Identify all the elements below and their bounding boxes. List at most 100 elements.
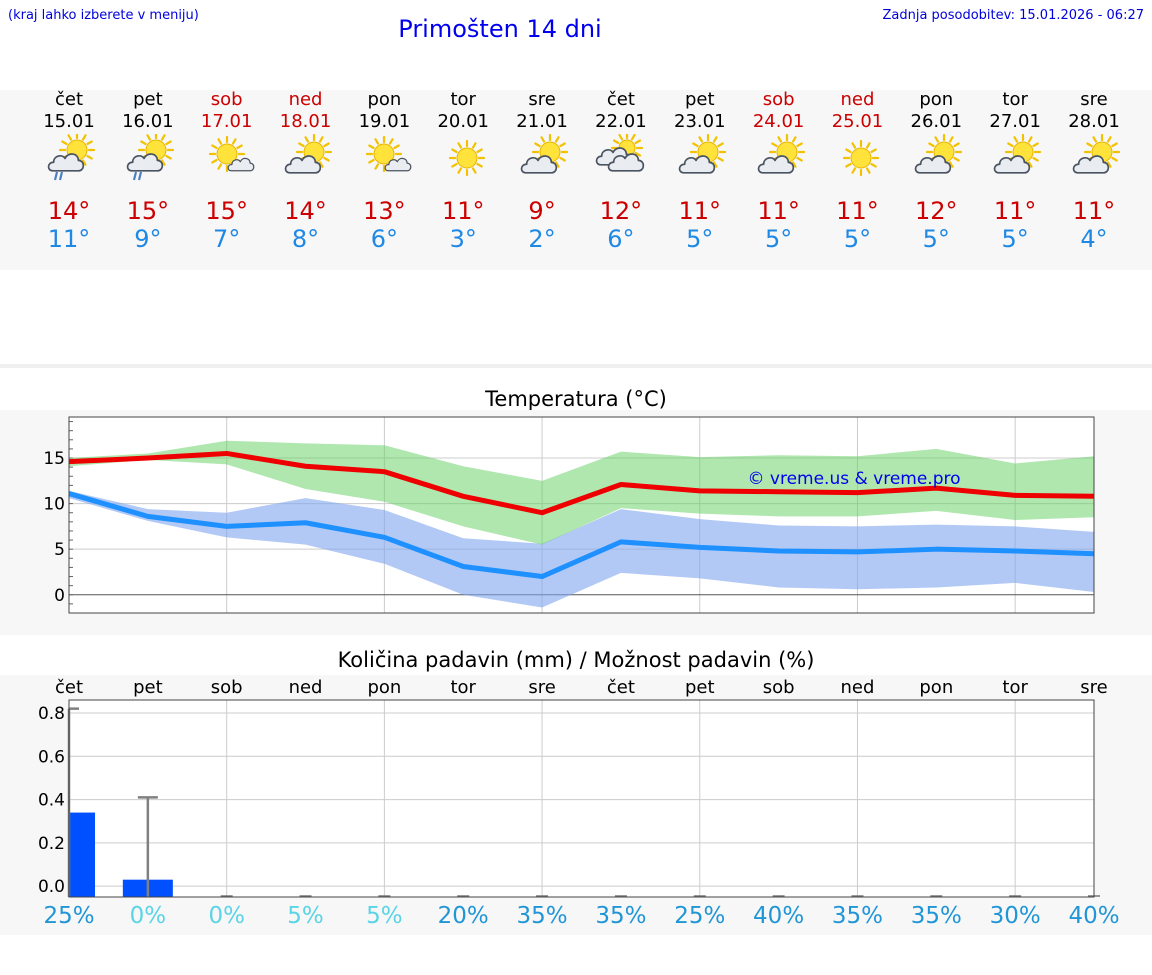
day-name: pon (919, 89, 954, 110)
page-title: Primošten 14 dni (398, 15, 602, 43)
separator (0, 364, 1152, 368)
precip-chance-label: 5% (366, 903, 403, 929)
temp-min: 3° (449, 225, 477, 253)
day-date: 20.01 (437, 111, 489, 132)
min-range-band (69, 490, 1094, 608)
day-name: ned (840, 89, 875, 110)
x-category-label: pon (919, 677, 953, 698)
y-tick-label: 0 (54, 586, 65, 606)
temp-min: 5° (922, 225, 950, 253)
sun-icon (366, 135, 403, 173)
cloud-icon (607, 153, 645, 172)
day-date: 21.01 (516, 111, 568, 132)
day-header: pon 26.01 (896, 89, 976, 133)
cloud-icon (757, 155, 794, 174)
temp-max: 11° (1072, 197, 1116, 225)
precip-chance-label: 35% (595, 903, 647, 929)
sun-icon (843, 139, 880, 177)
x-category-label: pet (133, 677, 163, 698)
day-header: pon 19.01 (344, 89, 424, 133)
day-name: sre (528, 89, 556, 110)
weather-icon (993, 134, 1042, 174)
temp-min: 8° (291, 225, 320, 253)
temp-max: 14° (284, 197, 327, 225)
cloud-icon (914, 155, 952, 174)
day-header: tor 27.01 (975, 89, 1055, 133)
cloud-icon (227, 157, 255, 172)
precip-chance-label: 30% (989, 903, 1041, 929)
weather-icon (208, 135, 255, 173)
temp-min: 6° (607, 225, 635, 253)
weather-icon (449, 139, 486, 177)
day-header: čet 15.01 (29, 89, 109, 133)
cloud-icon (1072, 155, 1110, 174)
cloud-icon (678, 155, 715, 174)
temp-max: 12° (915, 197, 958, 225)
temp-max: 15° (205, 197, 248, 225)
weather-icon (1072, 134, 1121, 174)
min-temp-line (68, 491, 1095, 580)
cloud-icon (384, 157, 412, 172)
watermark: © vreme.us & vreme.pro (747, 469, 960, 489)
day-header: čet 22.01 (581, 89, 661, 133)
temp-max: 15° (126, 197, 170, 225)
day-header: sob 24.01 (739, 89, 819, 133)
weather-icon (914, 134, 963, 174)
day-name: čet (54, 89, 84, 110)
day-date: 16.01 (122, 111, 174, 132)
y-tick-label: 0.0 (38, 877, 65, 897)
precip-chance-label: 0% (208, 903, 245, 929)
y-tick-label: 5 (54, 540, 65, 560)
temp-min: 6° (370, 225, 399, 253)
x-category-label: sob (211, 677, 243, 698)
day-name: tor (450, 89, 476, 110)
temp-max: 11° (757, 197, 800, 225)
temp-max: 11° (441, 197, 485, 225)
temp-max: 11° (836, 197, 879, 225)
day-header: tor 20.01 (423, 89, 503, 133)
precip-chance-label: 35% (831, 903, 884, 929)
precip-chance-label: 25% (674, 903, 726, 929)
day-date: 27.01 (989, 111, 1041, 132)
x-category-label: pon (367, 677, 401, 698)
day-name: tor (1002, 89, 1028, 110)
day-date: 24.01 (752, 111, 805, 132)
weather-icon (520, 134, 569, 174)
temp-min: 4° (1080, 225, 1108, 253)
weather-icon (126, 134, 174, 181)
weather-icon (843, 139, 880, 177)
x-category-label: sre (1080, 677, 1107, 698)
day-name: pon (367, 89, 402, 110)
day-date: 17.01 (200, 111, 253, 132)
day-date: 19.01 (358, 111, 411, 132)
temp-max: 9° (528, 197, 556, 225)
rain-icon (53, 171, 64, 181)
plot-area (69, 700, 1094, 897)
precip-chance-label: 40% (1068, 903, 1120, 929)
weather-icon (47, 134, 96, 181)
day-header: pet 23.01 (660, 89, 740, 133)
x-category-label: čet (55, 677, 83, 698)
x-category-label: ned (841, 677, 875, 698)
y-tick-label: 0.6 (38, 747, 65, 767)
weather-icon (757, 134, 805, 174)
precip-chance-label: 25% (43, 903, 95, 929)
x-category-label: čet (607, 677, 635, 698)
temp-min: 5° (764, 225, 793, 253)
weather-icon (678, 134, 726, 174)
sun-icon (449, 139, 486, 177)
day-date: 26.01 (910, 111, 963, 132)
weather-icon (595, 134, 645, 172)
x-category-label: sob (763, 677, 795, 698)
x-category-label: sre (528, 677, 555, 698)
y-tick-label: 0.4 (38, 791, 65, 811)
day-date: 25.01 (831, 111, 884, 132)
temp-min: 2° (528, 225, 556, 253)
plot-frame (68, 416, 1095, 614)
precip-chart: čet pet sob ned pon tor sre čet pet sob ned pon tor s… (38, 677, 1108, 898)
day-header: pet 16.01 (108, 89, 188, 133)
day-date: 18.01 (279, 111, 332, 132)
precip-chance-label: 35% (910, 903, 962, 929)
cloud-icon (126, 153, 164, 172)
day-name: pet (684, 89, 715, 110)
